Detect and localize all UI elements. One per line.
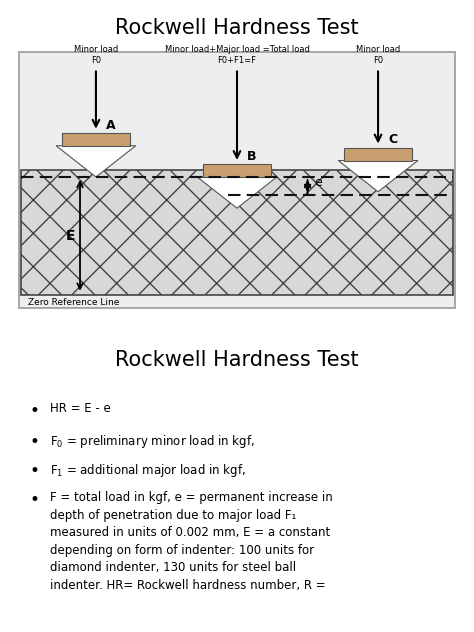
Text: F0: F0	[373, 56, 383, 65]
Text: Zero Reference Line: Zero Reference Line	[27, 298, 119, 307]
Text: •: •	[29, 491, 39, 509]
Text: C: C	[388, 133, 397, 147]
Text: B: B	[247, 150, 256, 163]
Text: F0: F0	[91, 56, 101, 65]
Polygon shape	[56, 146, 136, 177]
Polygon shape	[197, 177, 277, 208]
Text: •: •	[29, 403, 39, 420]
Text: Minor load: Minor load	[74, 45, 118, 54]
Bar	[203, 164, 271, 177]
Bar	[21, 171, 453, 295]
Text: A: A	[106, 119, 116, 131]
Text: Minor load+Major load =Total load: Minor load+Major load =Total load	[164, 45, 310, 54]
Bar	[62, 133, 130, 146]
Text: Rockwell Hardness Test: Rockwell Hardness Test	[115, 18, 359, 37]
Text: E: E	[66, 229, 75, 243]
Text: F0+F1=F: F0+F1=F	[218, 56, 256, 65]
Text: F = total load in kgf, e = permanent increase in
depth of penetration due to maj: F = total load in kgf, e = permanent inc…	[50, 491, 333, 592]
Text: •: •	[29, 433, 39, 451]
Text: $\mathsf{F_1}$ = additional major load in kgf,: $\mathsf{F_1}$ = additional major load i…	[50, 462, 246, 479]
Text: •: •	[29, 462, 39, 480]
Bar	[18, 52, 456, 308]
Text: e: e	[314, 176, 322, 189]
Bar	[344, 148, 412, 161]
Text: Minor load: Minor load	[356, 45, 400, 54]
Text: $\mathsf{F_0}$ = preliminary minor load in kgf,: $\mathsf{F_0}$ = preliminary minor load …	[50, 433, 255, 450]
Polygon shape	[338, 161, 418, 191]
Text: HR = E - e: HR = E - e	[50, 403, 111, 415]
Text: Rockwell Hardness Test: Rockwell Hardness Test	[115, 350, 359, 370]
